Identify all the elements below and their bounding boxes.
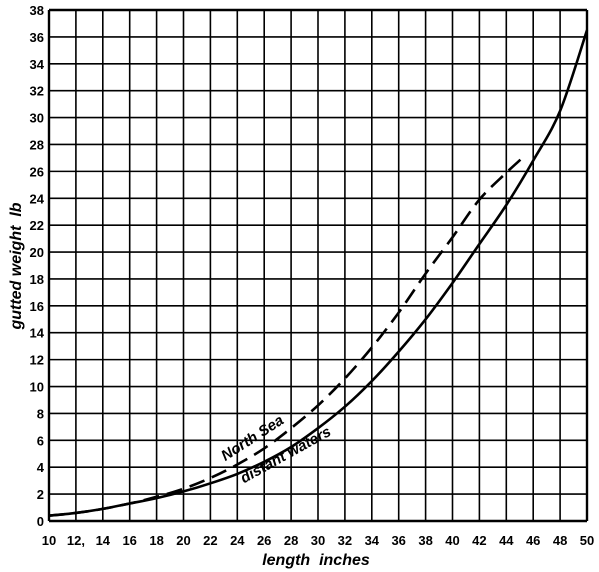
x-tick-label: 22 [203, 533, 217, 548]
x-tick-label: 38 [418, 533, 432, 548]
y-tick-label: 16 [30, 299, 44, 314]
x-tick-label: 46 [526, 533, 540, 548]
x-axis-label: length inches [262, 552, 370, 569]
y-tick-label: 36 [30, 30, 44, 45]
x-tick-label: 42 [472, 533, 486, 548]
x-tick-label: 26 [257, 533, 271, 548]
grid [47, 8, 589, 523]
y-tick-label: 0 [37, 514, 44, 529]
x-tick-label: 20 [176, 533, 190, 548]
x-tick-label: 44 [499, 533, 514, 548]
x-tick-label: 34 [365, 533, 380, 548]
y-tick-label: 12 [30, 353, 44, 368]
y-tick-label: 38 [30, 3, 44, 18]
y-tick-label: 2 [37, 487, 44, 502]
x-tick-label: 14 [96, 533, 111, 548]
y-tick-label: 32 [30, 84, 44, 99]
y-tick-label: 4 [37, 460, 45, 475]
x-tick-label: 10 [42, 533, 56, 548]
y-tick-label: 28 [30, 137, 44, 152]
x-tick-label: 30 [311, 533, 325, 548]
y-tick-label: 10 [30, 380, 44, 395]
y-tick-label: 18 [30, 272, 44, 287]
y-tick-label: 22 [30, 218, 44, 233]
y-tick-label: 30 [30, 111, 44, 126]
y-tick-label: 6 [37, 433, 44, 448]
y-tick-label: 26 [30, 164, 44, 179]
series-line-distant-waters [48, 29, 589, 517]
x-tick-label: 32 [338, 533, 352, 548]
y-tick-label: 14 [30, 326, 45, 341]
x-tick-label: 28 [284, 533, 298, 548]
x-tick-label: 48 [553, 533, 567, 548]
x-tick-label: 50 [580, 533, 594, 548]
x-tick-label: 18 [149, 533, 163, 548]
x-tick-labels: 10 12, 14 16 18 20 22 24 26 28 30 32 34 36 38 40 42 44 46 4… [42, 533, 594, 548]
y-tick-label: 34 [30, 57, 45, 72]
x-tick-label: 12, [67, 533, 85, 548]
y-tick-label: 8 [37, 406, 44, 421]
x-tick-label: 36 [391, 533, 405, 548]
y-axis-label: gutted weight lb [8, 202, 25, 330]
x-tick-label: 24 [230, 533, 245, 548]
x-tick-label: 40 [445, 533, 459, 548]
y-tick-label: 20 [30, 245, 44, 260]
series-lines [48, 29, 589, 517]
x-tick-label: 16 [122, 533, 136, 548]
y-tick-label: 24 [30, 191, 45, 206]
